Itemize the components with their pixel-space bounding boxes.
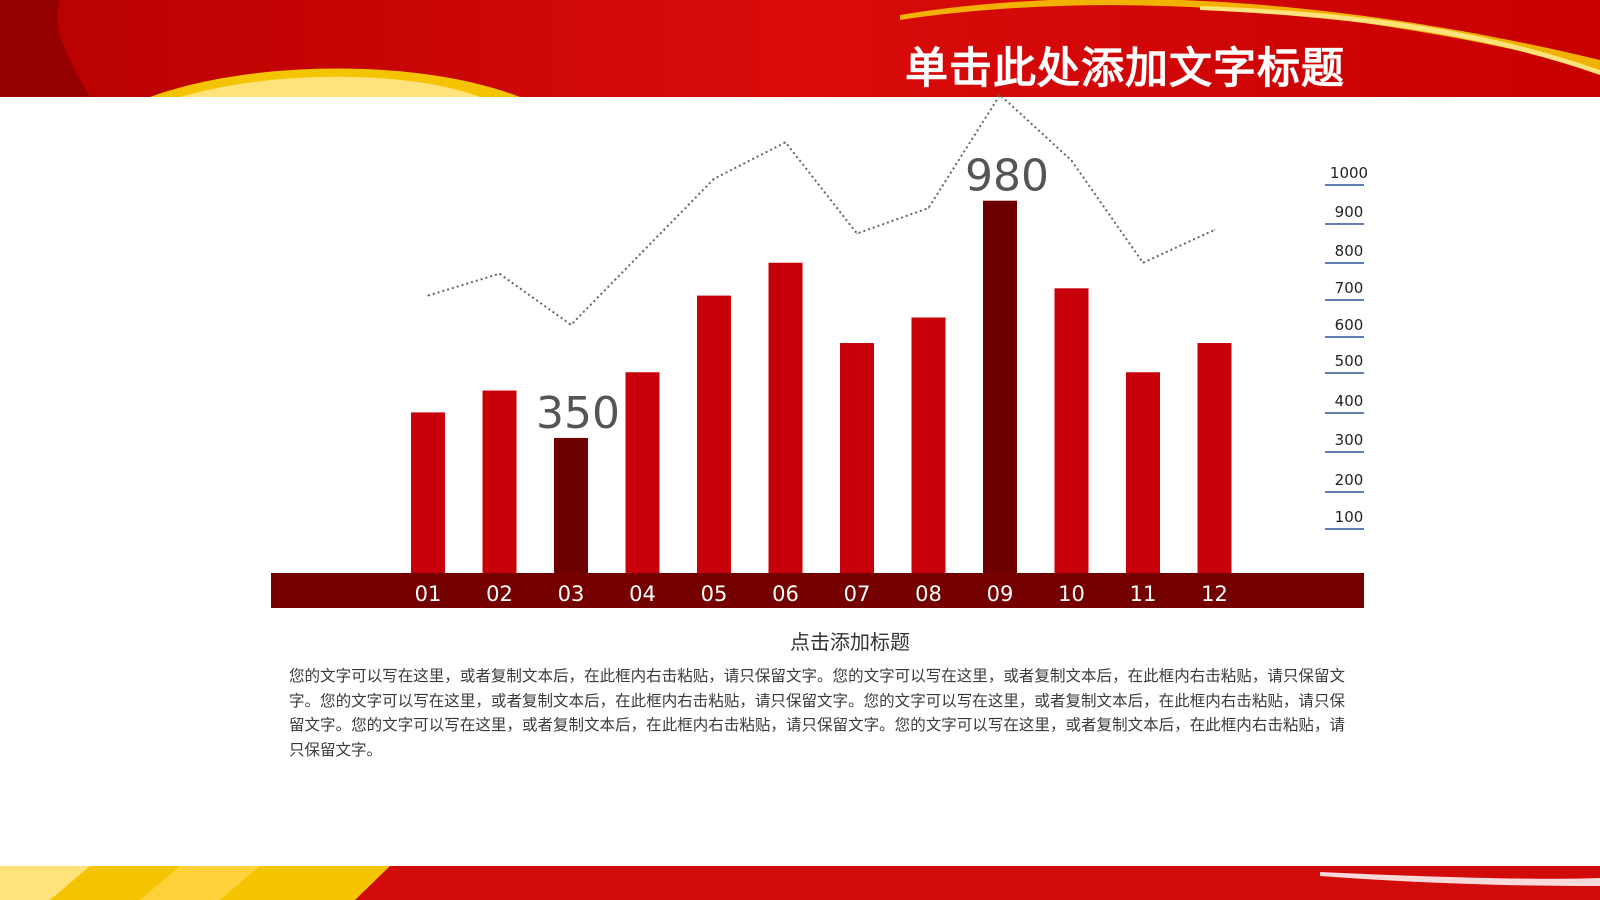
bar-04 bbox=[625, 372, 660, 573]
bar-06 bbox=[768, 262, 803, 573]
bar-08 bbox=[911, 317, 946, 573]
y-tick-label-400: 400 bbox=[1335, 392, 1364, 410]
line-point-08 bbox=[927, 207, 930, 209]
line-point-01 bbox=[427, 295, 429, 297]
x-tick-label-08: 08 bbox=[915, 582, 942, 606]
bar-01 bbox=[411, 412, 445, 573]
bar-07 bbox=[840, 343, 874, 573]
y-tick-label-800: 800 bbox=[1335, 242, 1364, 260]
line-point-09 bbox=[999, 94, 1001, 96]
x-tick-label-09: 09 bbox=[987, 582, 1014, 606]
x-tick-label-02: 02 bbox=[486, 582, 513, 606]
line-point-04 bbox=[641, 251, 644, 253]
x-tick-label-12: 12 bbox=[1201, 582, 1228, 606]
bar-11 bbox=[1126, 372, 1160, 573]
bar-12 bbox=[1197, 343, 1232, 573]
data-label-03: 350 bbox=[536, 388, 620, 439]
bar-05 bbox=[697, 295, 731, 573]
y-tick-label-300: 300 bbox=[1335, 431, 1364, 449]
y-tick-label-1000: 1000 bbox=[1330, 164, 1368, 182]
x-tick-label-07: 07 bbox=[844, 582, 871, 606]
data-label-09: 980 bbox=[965, 151, 1049, 202]
line-point-11 bbox=[1142, 262, 1144, 264]
line-point-12 bbox=[1213, 229, 1216, 231]
header-banner: 单击此处添加文字标题 bbox=[0, 0, 1600, 97]
y-tick-label-700: 700 bbox=[1335, 279, 1364, 297]
body-paragraph: 您的文字可以写在这里，或者复制文本后，在此框内右击粘贴，请只保留文字。您的文字可… bbox=[289, 667, 1345, 759]
y-tick-label-500: 500 bbox=[1335, 352, 1364, 370]
line-point-10 bbox=[1070, 159, 1073, 162]
line-point-05 bbox=[713, 178, 715, 180]
y-tick-label-600: 600 bbox=[1335, 316, 1364, 334]
bar-10 bbox=[1054, 288, 1089, 573]
chart-subtitle: 点击添加标题 bbox=[790, 630, 910, 654]
line-series bbox=[427, 93, 1215, 327]
bar-09 bbox=[983, 200, 1017, 573]
chart-subtitle-row: 点击添加标题 bbox=[0, 626, 1600, 655]
line-point-06 bbox=[784, 141, 787, 143]
line-point-02 bbox=[498, 273, 501, 275]
x-tick-label-11: 11 bbox=[1130, 582, 1157, 606]
x-axis-band bbox=[271, 573, 1364, 608]
x-tick-label-04: 04 bbox=[629, 582, 656, 606]
footer-background bbox=[0, 866, 1600, 900]
y-tick-label-200: 200 bbox=[1335, 471, 1364, 489]
line-point-03 bbox=[570, 324, 572, 326]
x-tick-label-10: 10 bbox=[1058, 582, 1085, 606]
y-tick-label-100: 100 bbox=[1335, 508, 1364, 526]
bar-03 bbox=[554, 437, 588, 573]
footer-banner bbox=[0, 866, 1600, 900]
x-tick-label-01: 01 bbox=[415, 582, 442, 606]
y-tick-label-900: 900 bbox=[1335, 203, 1364, 221]
x-tick-label-05: 05 bbox=[701, 582, 728, 606]
x-tick-label-06: 06 bbox=[772, 582, 799, 606]
page-title: 单击此处添加文字标题 bbox=[905, 44, 1345, 94]
line-point-07 bbox=[856, 232, 858, 235]
x-tick-label-03: 03 bbox=[558, 582, 585, 606]
banner-background bbox=[0, 0, 1600, 97]
bar-02 bbox=[482, 390, 517, 573]
